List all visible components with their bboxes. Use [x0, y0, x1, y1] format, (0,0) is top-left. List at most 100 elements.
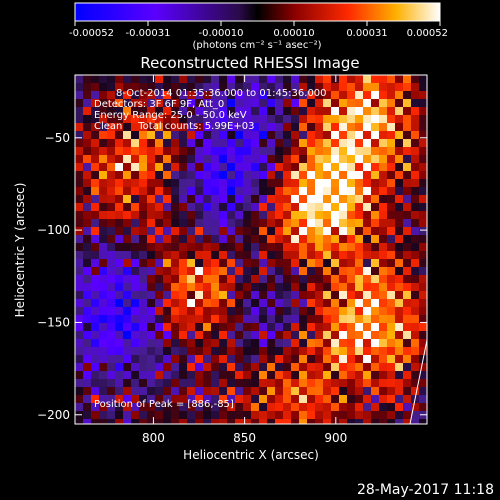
heatmap-cell — [203, 235, 212, 244]
heatmap-cell — [163, 291, 172, 300]
heatmap-cell — [307, 179, 316, 188]
heatmap-cell — [187, 403, 196, 412]
heatmap-cell — [163, 155, 172, 164]
heatmap-cell — [371, 155, 380, 164]
heatmap-cell — [355, 147, 364, 156]
heatmap-cell — [323, 227, 332, 236]
heatmap-cell — [227, 323, 236, 332]
heatmap-cell — [379, 187, 388, 196]
heatmap-cell — [75, 203, 84, 212]
heatmap-cell — [179, 339, 188, 348]
heatmap-cell — [123, 307, 132, 316]
heatmap-cell — [171, 123, 180, 132]
heatmap-cell — [379, 411, 388, 420]
heatmap-cell — [291, 259, 300, 268]
heatmap-cell — [155, 259, 164, 268]
heatmap-cell — [283, 371, 292, 380]
heatmap-cell — [131, 83, 140, 92]
heatmap-cell — [235, 163, 244, 172]
heatmap-cell — [139, 387, 148, 396]
heatmap-cell — [363, 283, 372, 292]
heatmap-cell — [339, 315, 348, 324]
heatmap-cell — [179, 355, 188, 364]
heatmap-cell — [123, 131, 132, 140]
heatmap-cell — [155, 403, 164, 412]
heatmap-cell — [243, 411, 252, 420]
heatmap-cell — [363, 299, 372, 308]
heatmap-cell — [307, 75, 316, 84]
heatmap-cell — [379, 371, 388, 380]
heatmap-cell — [387, 267, 396, 276]
heatmap-cell — [347, 355, 356, 364]
heatmap-cell — [315, 147, 324, 156]
heatmap-cell — [115, 339, 124, 348]
heatmap-cell — [219, 307, 228, 316]
heatmap-cell — [211, 371, 220, 380]
heatmap-cell — [395, 307, 404, 316]
heatmap-cell — [275, 219, 284, 228]
heatmap-cell — [139, 419, 148, 424]
heatmap-cell — [323, 195, 332, 204]
heatmap-cell — [227, 195, 236, 204]
heatmap-cell — [267, 171, 276, 180]
heatmap-cell — [307, 331, 316, 340]
heatmap-cell — [411, 267, 420, 276]
heatmap-cell — [131, 315, 140, 324]
heatmap-cell — [243, 387, 252, 396]
heatmap-cell — [339, 211, 348, 220]
heatmap-cell — [315, 139, 324, 148]
heatmap-cell — [171, 363, 180, 372]
heatmap-cell — [363, 219, 372, 228]
heatmap-cell — [147, 331, 156, 340]
heatmap-cell — [387, 107, 396, 116]
heatmap-cell — [171, 187, 180, 196]
heatmap-cell — [355, 251, 364, 260]
heatmap-cell — [147, 299, 156, 308]
heatmap-cell — [131, 123, 140, 132]
heatmap-cell — [107, 307, 116, 316]
heatmap-cell — [339, 395, 348, 404]
heatmap-cell — [107, 163, 116, 172]
heatmap-cell — [187, 211, 196, 220]
heatmap-cell — [187, 355, 196, 364]
heatmap-cell — [339, 187, 348, 196]
heatmap-cell — [355, 371, 364, 380]
heatmap-cell — [323, 283, 332, 292]
heatmap-cell — [259, 307, 268, 316]
heatmap-cell — [179, 211, 188, 220]
heatmap-cell — [275, 147, 284, 156]
heatmap-cell — [219, 395, 228, 404]
heatmap-cell — [331, 99, 340, 108]
heatmap-cell — [115, 187, 124, 196]
heatmap-cell — [387, 91, 396, 100]
heatmap-cell — [187, 203, 196, 212]
heatmap-cell — [123, 83, 132, 92]
heatmap-cell — [107, 123, 116, 132]
heatmap-cell — [155, 155, 164, 164]
heatmap-cell — [355, 299, 364, 308]
heatmap-cell — [331, 307, 340, 316]
heatmap-cell — [107, 227, 116, 236]
heatmap-cell — [99, 355, 108, 364]
heatmap-cell — [83, 195, 92, 204]
heatmap-cell — [411, 291, 420, 300]
heatmap-cell — [291, 147, 300, 156]
heatmap-cell — [171, 99, 180, 108]
heatmap-cell — [395, 291, 404, 300]
heatmap-cell — [211, 147, 220, 156]
heatmap-cell — [411, 219, 420, 228]
heatmap-cell — [179, 147, 188, 156]
heatmap-cell — [187, 163, 196, 172]
heatmap-cell — [235, 307, 244, 316]
heatmap-cell — [395, 355, 404, 364]
heatmap-cell — [315, 403, 324, 412]
heatmap-cell — [139, 251, 148, 260]
heatmap-cell — [83, 251, 92, 260]
heatmap-cell — [283, 195, 292, 204]
heatmap-cell — [243, 115, 252, 124]
heatmap-cell — [219, 75, 228, 84]
heatmap-cell — [203, 227, 212, 236]
heatmap-cell — [395, 267, 404, 276]
heatmap-cell — [107, 91, 116, 100]
heatmap-cell — [203, 115, 212, 124]
